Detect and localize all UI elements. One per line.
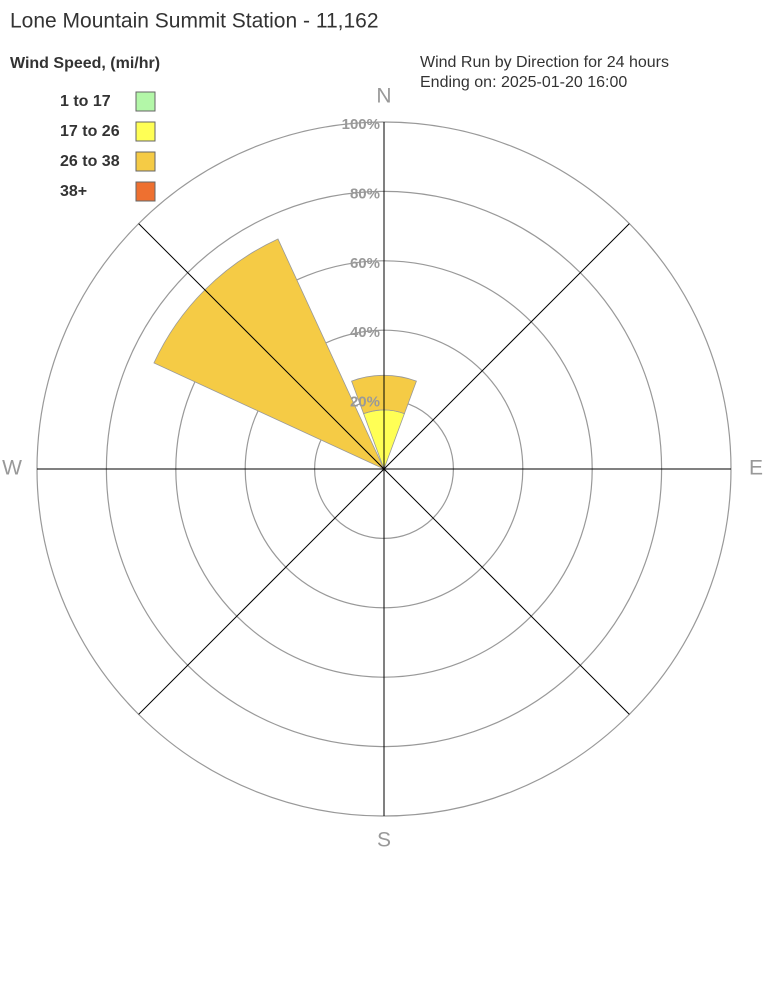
legend-swatch (135, 151, 156, 172)
spoke (383, 223, 630, 470)
r-tick-label: 60% (350, 255, 380, 272)
subtitle: Ending on: 2025-01-20 16:00 (420, 74, 627, 91)
legend-swatch (135, 121, 156, 142)
r-tick-label: 80% (350, 185, 380, 202)
legend-label: 1 to 17 (60, 93, 111, 110)
legend-label: 17 to 26 (60, 123, 120, 140)
subtitle: Wind Run by Direction for 24 hours (420, 54, 669, 71)
direction-label: W (2, 457, 22, 480)
legend-label: 38+ (60, 183, 87, 200)
chart-title: Lone Mountain Summit Station - 11,162 (10, 10, 379, 33)
legend-label: 26 to 38 (60, 153, 120, 170)
spoke (138, 223, 385, 470)
direction-label: N (376, 85, 391, 108)
r-tick-label: 100% (342, 116, 380, 133)
r-tick-label: 20% (350, 394, 380, 411)
spoke (138, 468, 385, 715)
direction-label: S (377, 829, 391, 852)
spoke (383, 468, 630, 715)
legend-title: Wind Speed, (mi/hr) (10, 55, 160, 72)
direction-label: E (749, 457, 763, 480)
r-tick-label: 40% (350, 324, 380, 341)
legend-swatch (135, 181, 156, 202)
legend-swatch (135, 91, 156, 112)
